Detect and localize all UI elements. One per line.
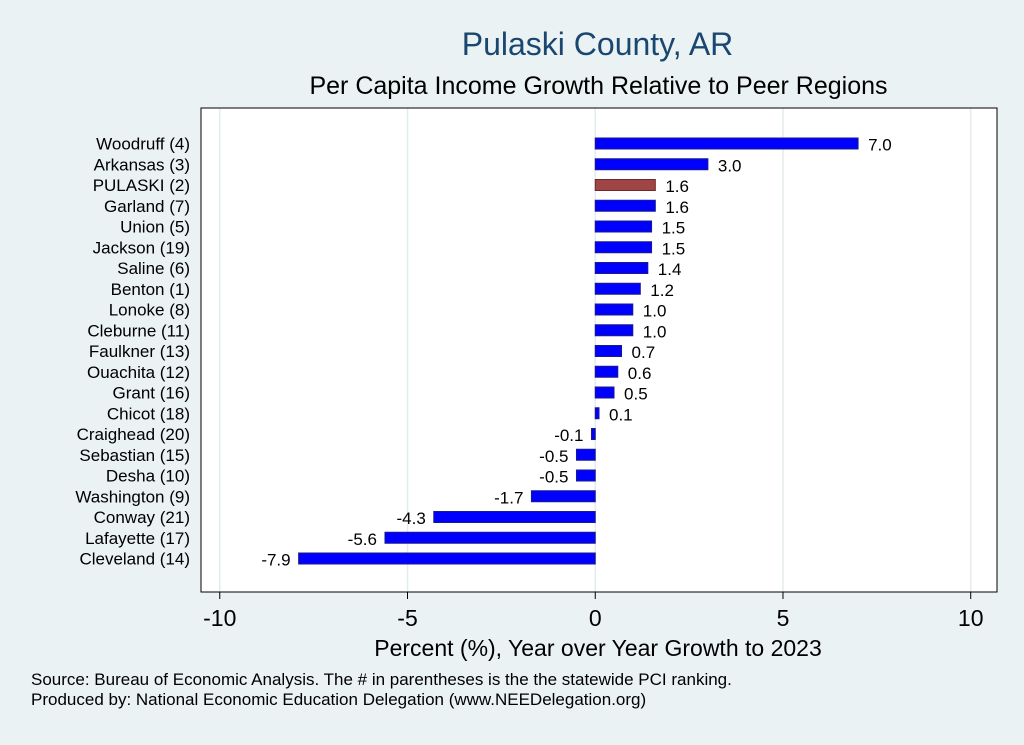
bar [384,531,596,544]
category-label: Washington (9) [75,487,190,506]
category-label: Grant (16) [113,384,190,403]
x-tick-label: -5 [397,605,417,631]
source-note: Source: Bureau of Economic Analysis. The… [31,670,732,710]
data-label: -0.1 [554,426,583,445]
chart-title: Pulaski County, AR [461,26,734,62]
data-label: -0.5 [539,447,568,466]
x-axis-title: Percent (%), Year over Year Growth to 20… [374,635,822,661]
data-label: 0.1 [609,405,633,424]
data-labels: 7.0 3.0 1.6 1.6 1.51.5 1.4 1.2 1.01.0 0.7 0.6 0.50… [261,136,891,570]
category-labels: Woodruff (4)Arkansas (3) PULASKI (2) Garla… [75,135,190,569]
category-label: Garland (7) [104,197,190,216]
category-label: Saline (6) [117,259,190,278]
category-label: Sebastian (15) [79,446,190,465]
bar [433,511,596,523]
bar [594,407,600,420]
data-label: 1.2 [650,281,674,300]
data-label: 1.0 [643,302,667,321]
bar [594,282,641,295]
category-label: Jackson (19) [93,238,190,257]
bar [594,220,653,233]
category-label: Benton (1) [111,280,190,299]
category-label: Craighead (20) [77,425,190,444]
x-tick-label: 10 [958,605,984,631]
category-label: Ouachita (12) [87,363,190,382]
bar [594,262,649,274]
x-tick-label: -10 [203,605,236,631]
bar [575,469,596,482]
category-label: Desha (10) [106,467,190,486]
data-label: -5.6 [348,530,377,549]
bar [594,199,656,212]
data-label: 1.0 [643,322,667,341]
bar [594,303,634,316]
bar [594,241,653,254]
bar [575,448,596,461]
source-line: Source: Bureau of Economic Analysis. The… [31,670,732,689]
data-label: -4.3 [396,509,425,528]
data-label: -1.7 [494,488,523,507]
category-label: Cleveland (14) [79,550,190,569]
data-label: 1.4 [658,260,682,279]
data-label: -7.9 [261,551,290,570]
data-label: 0.6 [628,364,652,383]
x-tick-label: 0 [589,605,602,631]
data-label: 0.5 [624,385,648,404]
x-axis: -10 -5 0 5 10 [200,107,998,631]
data-label: 1.5 [662,239,686,258]
bar [594,365,619,378]
category-label: Faulkner (13) [89,342,190,361]
plot-frame [200,107,998,593]
category-label: Lafayette (17) [85,529,190,548]
bars [298,137,859,565]
data-label: 1.6 [665,177,689,196]
data-label: -0.5 [539,468,568,487]
data-label: 1.5 [662,219,686,238]
bar [298,552,596,565]
category-label: Lonoke (8) [109,301,190,320]
chart-subtitle: Per Capita Income Growth Relative to Pee… [309,72,888,100]
bar [594,158,709,171]
bar [590,428,596,440]
category-label: Arkansas (3) [94,155,190,174]
bar [594,137,859,150]
category-label: Woodruff (4) [96,135,190,154]
data-label: 0.7 [632,343,656,362]
produced-by-line: Produced by: National Economic Education… [31,690,647,709]
bar [594,386,615,399]
category-label: Union (5) [120,218,190,237]
category-label: Chicot (18) [107,404,190,423]
category-label: PULASKI (2) [93,176,190,195]
bar-highlight [594,179,656,191]
data-label: 1.6 [665,198,689,217]
data-label: 3.0 [718,156,742,175]
bar [594,324,634,337]
x-tick-label: 5 [777,605,790,631]
bar [530,490,596,503]
category-label: Cleburne (11) [87,321,190,340]
data-label: 7.0 [868,136,892,155]
category-label: Conway (21) [94,508,190,527]
bar [594,345,623,357]
